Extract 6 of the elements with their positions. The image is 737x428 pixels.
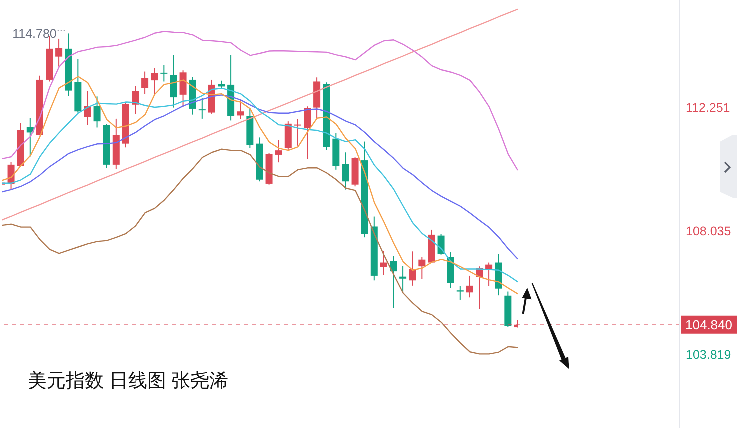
text: 美元指数 日线图 张尧浠 <box>28 370 229 394</box>
y-tick-label: 103.819 <box>686 348 732 362</box>
annotation: 114.780 <box>12 27 57 42</box>
ref-line-label: 104.840 <box>686 317 732 332</box>
y-tick-label: 112.251 <box>686 101 730 116</box>
y-tick-label: 108.035 <box>686 224 732 239</box>
